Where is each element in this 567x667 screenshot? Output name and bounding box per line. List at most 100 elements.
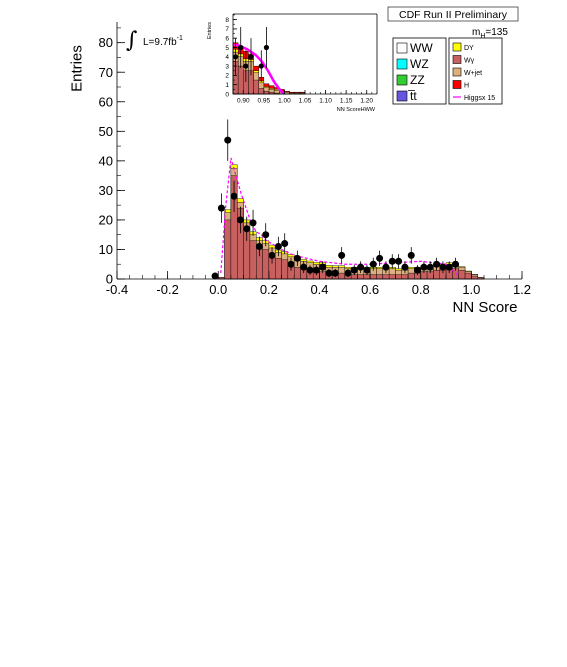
y-axis-title: Entries <box>68 45 86 92</box>
bar-w- <box>249 240 257 280</box>
legend-swatch <box>396 42 408 54</box>
bar-w- <box>237 65 244 95</box>
legend-swatch <box>452 55 462 64</box>
legend-right: DY Wγ W+jet H Higgsx 15 <box>452 42 495 102</box>
data-point <box>420 263 428 271</box>
bar-w- <box>263 91 270 95</box>
legend-swatch <box>396 90 408 102</box>
luminosity-label-text: L=9.7fb-1 <box>143 35 183 48</box>
data-point <box>433 260 441 268</box>
data-point <box>236 216 244 224</box>
legend-label: H <box>464 83 469 90</box>
data-point <box>224 136 232 144</box>
bar-w- <box>401 274 409 280</box>
legend-label: W+jet <box>464 70 482 77</box>
y-tick-label: 4 <box>225 54 229 61</box>
legend-swatch <box>452 67 462 77</box>
data-point <box>452 260 460 268</box>
bar-w- <box>388 274 396 280</box>
legend-label: DY <box>464 45 474 52</box>
chart-title: CDF Run II Preliminary <box>399 9 508 21</box>
x-tick-label: 1.2 <box>513 282 531 297</box>
bar-w- <box>407 272 415 280</box>
x-tick-label: 0.95 <box>258 98 271 105</box>
y-tick-label: 7 <box>225 26 229 33</box>
y-tick-label: 10 <box>99 242 113 257</box>
data-point <box>306 266 314 274</box>
x-tick-label: 1.15 <box>340 98 353 105</box>
data-point <box>287 260 295 268</box>
y-tick-label: 0 <box>225 91 229 98</box>
data-point <box>258 63 264 69</box>
bar-w- <box>253 79 259 95</box>
data-point <box>248 54 254 60</box>
data-point <box>268 251 276 259</box>
data-point <box>376 254 384 262</box>
x-tick-label: 0.6 <box>361 282 379 297</box>
data-point <box>426 263 434 271</box>
x-axis-title: NN Score <box>452 299 518 316</box>
bar-w- <box>275 258 282 280</box>
data-point <box>255 243 263 251</box>
legend-label: ZZ <box>410 73 425 87</box>
mass-subscript: H <box>480 33 485 40</box>
data-point <box>338 251 346 259</box>
y-tick-label: 60 <box>99 94 113 109</box>
legend-label: WZ <box>410 57 429 71</box>
mass-value: =135 <box>485 27 508 38</box>
data-point <box>401 263 409 271</box>
legend-swatch <box>396 58 408 70</box>
data-point <box>331 269 339 277</box>
data-point <box>382 263 390 271</box>
legend-label: WW <box>410 41 433 55</box>
legend-swatch <box>396 74 408 86</box>
bar-w- <box>262 249 270 280</box>
legend-swatch <box>452 42 462 52</box>
x-tick-label: 0.90 <box>237 98 250 105</box>
bar-w- <box>350 274 358 280</box>
x-tick-label: -0.2 <box>156 282 178 297</box>
y-tick-label: 30 <box>99 183 113 198</box>
higgs-x15-line <box>220 157 460 277</box>
x-tick-label: 1.05 <box>299 98 312 105</box>
bar-w- <box>382 274 390 280</box>
data-point <box>263 44 270 51</box>
y-tick-label: 80 <box>99 35 113 50</box>
data-point <box>414 266 422 274</box>
bar-w- <box>369 274 377 280</box>
data-point <box>388 257 396 265</box>
data-point <box>319 263 327 271</box>
data-point <box>363 266 371 274</box>
bar-w- <box>258 88 265 95</box>
data-point <box>350 266 358 274</box>
data-point <box>243 225 251 233</box>
legend-label: Higgsx 15 <box>464 95 495 102</box>
bar-w- <box>338 272 346 280</box>
bar-w- <box>464 272 472 280</box>
x-tick-label: 0.0 <box>209 282 227 297</box>
bar-w- <box>471 275 478 280</box>
legend-left: WW WZ ZZ t̅t <box>396 41 433 103</box>
x-tick-label: 0.4 <box>310 282 328 297</box>
y-tick-label: 3 <box>225 63 229 70</box>
bar-w- <box>433 269 440 280</box>
x-tick-label: 1.20 <box>360 98 373 105</box>
y-tick-label: 6 <box>225 35 229 42</box>
bar-w- <box>224 219 232 280</box>
bar-w- <box>395 274 402 280</box>
y-tick-label: 1 <box>225 82 229 89</box>
data-point <box>344 269 352 277</box>
y-tick-label: 40 <box>99 153 113 168</box>
data-point <box>243 63 249 69</box>
legend-label: t̅t <box>408 89 418 103</box>
x-tick-label: -0.4 <box>106 282 128 297</box>
y-tick-label: 8 <box>225 17 229 24</box>
data-point <box>230 192 238 200</box>
data-point <box>300 263 308 271</box>
y-tick-label: 20 <box>99 212 113 227</box>
data-point <box>439 263 447 271</box>
y-tick-label: 2 <box>225 73 229 80</box>
bar-w- <box>363 274 371 280</box>
y-tick-label: 5 <box>225 45 229 52</box>
